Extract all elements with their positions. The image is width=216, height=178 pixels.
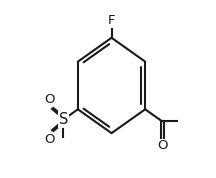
Text: O: O [157,139,168,152]
Text: S: S [59,112,68,127]
Text: O: O [44,93,55,106]
Text: O: O [44,133,55,146]
Text: F: F [108,14,115,27]
